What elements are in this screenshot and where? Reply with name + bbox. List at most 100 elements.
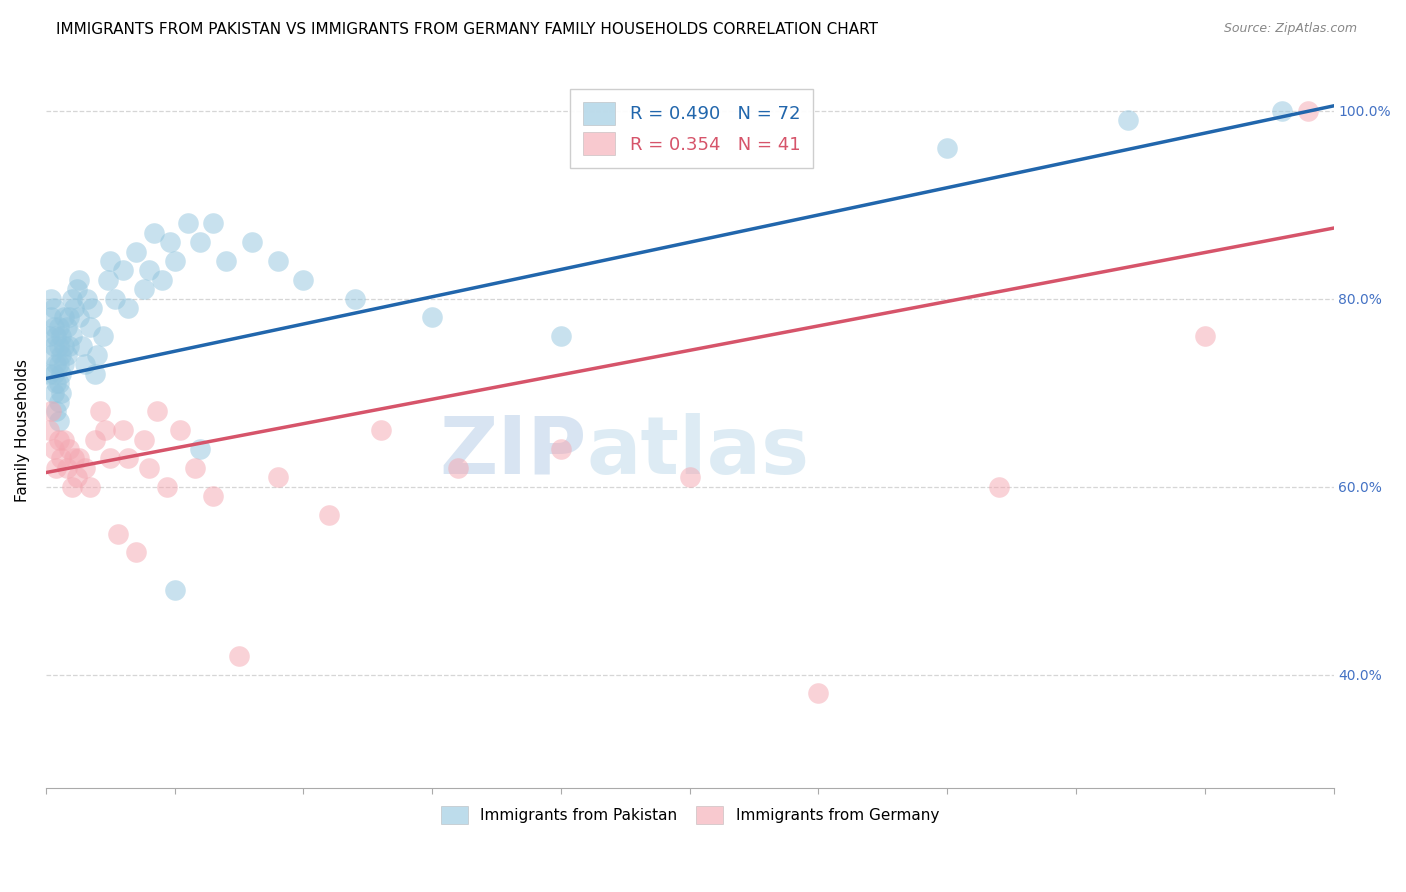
Point xyxy=(51,367,73,381)
Point xyxy=(550,442,572,456)
Point xyxy=(1116,113,1139,128)
Point xyxy=(60,292,83,306)
Point xyxy=(169,423,191,437)
Point xyxy=(51,385,73,400)
Point xyxy=(60,480,83,494)
Point xyxy=(202,489,225,503)
Point xyxy=(112,423,135,437)
Point xyxy=(51,451,73,466)
Point xyxy=(58,442,80,456)
Point xyxy=(45,376,67,391)
Point xyxy=(987,480,1010,494)
Point xyxy=(176,216,198,230)
Point xyxy=(48,414,70,428)
Point xyxy=(51,348,73,362)
Point xyxy=(55,348,77,362)
Point xyxy=(38,367,60,381)
Point xyxy=(132,433,155,447)
Point xyxy=(138,460,160,475)
Point xyxy=(117,301,139,315)
Point xyxy=(53,433,76,447)
Point xyxy=(70,338,93,352)
Point xyxy=(48,358,70,372)
Point xyxy=(125,244,148,259)
Point xyxy=(48,395,70,409)
Point xyxy=(39,348,62,362)
Point xyxy=(45,329,67,343)
Point xyxy=(42,319,65,334)
Point xyxy=(117,451,139,466)
Point xyxy=(202,216,225,230)
Point xyxy=(163,583,186,598)
Point xyxy=(292,273,315,287)
Point xyxy=(45,358,67,372)
Text: atlas: atlas xyxy=(586,413,810,491)
Point xyxy=(112,263,135,277)
Point xyxy=(76,292,98,306)
Point xyxy=(60,329,83,343)
Point xyxy=(91,329,114,343)
Point xyxy=(267,254,290,268)
Point xyxy=(53,310,76,325)
Point xyxy=(240,235,263,250)
Point xyxy=(55,460,77,475)
Text: IMMIGRANTS FROM PAKISTAN VS IMMIGRANTS FROM GERMANY FAMILY HOUSEHOLDS CORRELATIO: IMMIGRANTS FROM PAKISTAN VS IMMIGRANTS F… xyxy=(56,22,879,37)
Point xyxy=(79,480,101,494)
Point xyxy=(550,329,572,343)
Point xyxy=(73,460,96,475)
Point xyxy=(53,338,76,352)
Point xyxy=(42,442,65,456)
Point xyxy=(163,254,186,268)
Point xyxy=(48,338,70,352)
Point xyxy=(73,358,96,372)
Point xyxy=(343,292,366,306)
Point xyxy=(45,404,67,418)
Point xyxy=(132,282,155,296)
Point xyxy=(82,301,104,315)
Point xyxy=(66,470,89,484)
Point xyxy=(69,451,91,466)
Point xyxy=(39,310,62,325)
Y-axis label: Family Households: Family Households xyxy=(15,359,30,501)
Legend: Immigrants from Pakistan, Immigrants from Germany: Immigrants from Pakistan, Immigrants fro… xyxy=(434,800,945,830)
Point xyxy=(318,508,340,522)
Point xyxy=(215,254,238,268)
Point xyxy=(86,348,108,362)
Text: Source: ZipAtlas.com: Source: ZipAtlas.com xyxy=(1223,22,1357,36)
Point xyxy=(53,358,76,372)
Point xyxy=(156,480,179,494)
Point xyxy=(97,273,120,287)
Point xyxy=(138,263,160,277)
Point xyxy=(143,226,166,240)
Point xyxy=(420,310,443,325)
Point xyxy=(267,470,290,484)
Point xyxy=(38,329,60,343)
Point xyxy=(150,273,173,287)
Point xyxy=(58,310,80,325)
Point xyxy=(125,545,148,559)
Point xyxy=(98,254,121,268)
Point xyxy=(807,686,830,700)
Text: ZIP: ZIP xyxy=(440,413,586,491)
Point xyxy=(1296,103,1319,118)
Point xyxy=(63,451,86,466)
Point xyxy=(42,338,65,352)
Point xyxy=(42,385,65,400)
Point xyxy=(89,404,111,418)
Point xyxy=(190,235,212,250)
Point xyxy=(1271,103,1294,118)
Point xyxy=(370,423,392,437)
Point xyxy=(228,648,250,663)
Point xyxy=(48,319,70,334)
Point xyxy=(107,526,129,541)
Point xyxy=(38,423,60,437)
Point xyxy=(159,235,181,250)
Point xyxy=(184,460,207,475)
Point xyxy=(936,141,959,155)
Point xyxy=(48,376,70,391)
Point xyxy=(447,460,470,475)
Point xyxy=(83,367,105,381)
Point xyxy=(98,451,121,466)
Point xyxy=(63,301,86,315)
Point xyxy=(145,404,167,418)
